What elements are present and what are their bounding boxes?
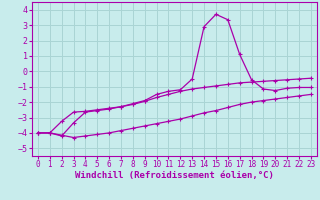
X-axis label: Windchill (Refroidissement éolien,°C): Windchill (Refroidissement éolien,°C) — [75, 171, 274, 180]
